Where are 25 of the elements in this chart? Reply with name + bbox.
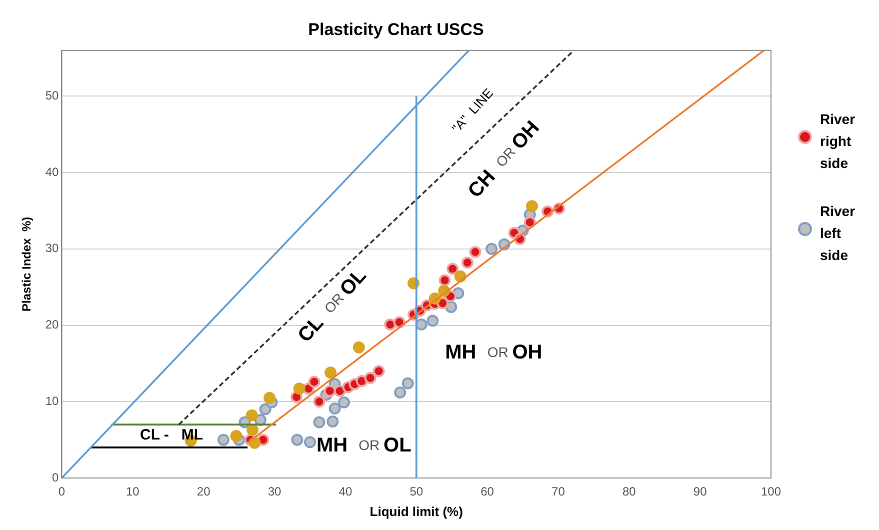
x-tick-label: 100 (760, 484, 782, 499)
y-tick-label: 30 (45, 241, 60, 256)
legend-label: River left side (820, 202, 856, 265)
x-tick-label: 40 (338, 484, 352, 499)
x-tick-label: 30 (268, 484, 282, 499)
x-tick-label: 10 (126, 484, 140, 499)
y-tick-label: 10 (45, 394, 60, 408)
y-tick-label: 20 (45, 318, 60, 332)
x-tick-label: 20 (196, 484, 211, 499)
chart-title: Plasticity Chart USCS (308, 20, 484, 39)
x-tick-label: 80 (622, 484, 636, 499)
annotation: CL - ML (140, 426, 204, 444)
x-tick-label: 90 (693, 484, 708, 499)
annotation: MH OR OH (445, 342, 542, 364)
y-tick-label: 50 (45, 88, 60, 103)
y-axis-title: Plastic Index %) (20, 216, 34, 312)
legend-label: River right side (820, 110, 856, 173)
y-tick-label: 40 (45, 164, 60, 179)
y-tick-label: 0 (52, 470, 60, 484)
x-axis-title: Liquid limit (%) (370, 504, 463, 519)
x-tick-label: 50 (410, 484, 424, 499)
x-tick-label: 70 (552, 484, 566, 499)
annotation: MH OR OL (316, 434, 412, 456)
annotation: CL OR OL (294, 264, 371, 347)
x-tick-label: 60 (480, 484, 494, 499)
